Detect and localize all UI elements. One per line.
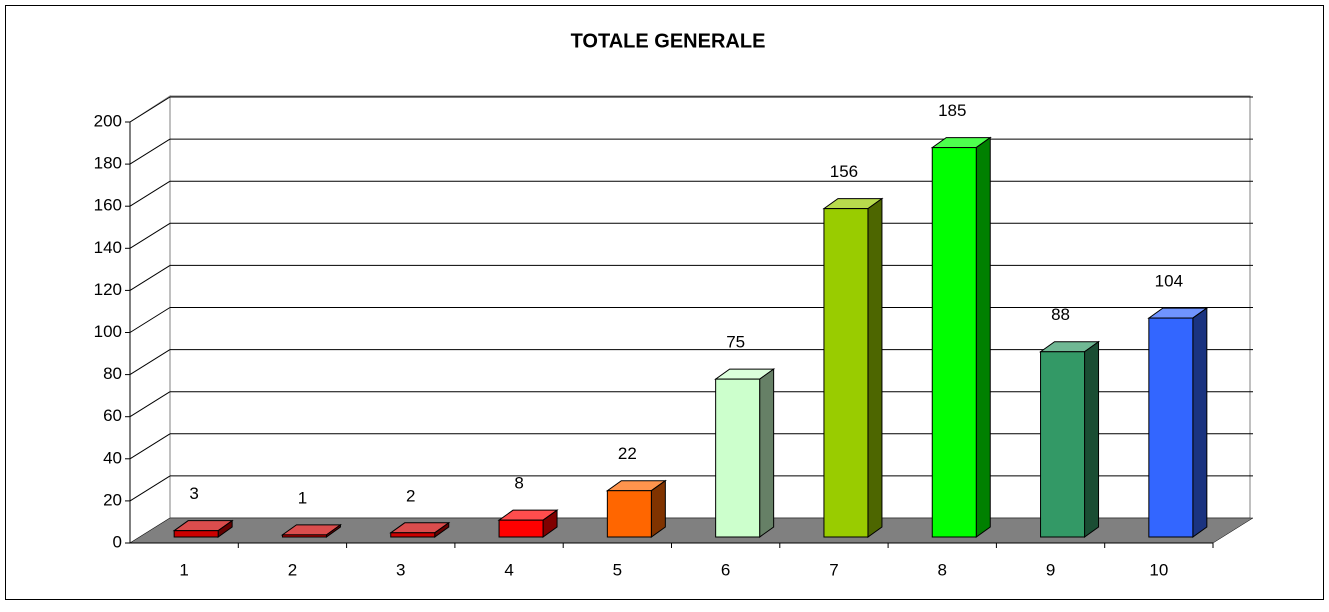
x-tick-label: 5: [613, 560, 622, 579]
bar: [1148, 317, 1194, 538]
grid-line: [129, 307, 171, 333]
y-tick-label: 0: [113, 532, 122, 551]
x-tick-label: 2: [288, 560, 297, 579]
data-label: 104: [1155, 272, 1183, 291]
grid-line: [129, 349, 171, 376]
x-tick-label: 1: [179, 560, 188, 579]
bar: [1040, 351, 1086, 538]
y-tick-label: 60: [103, 406, 122, 425]
grid-line: [129, 96, 171, 123]
bar-side: [759, 368, 775, 538]
bar-side: [1084, 340, 1100, 538]
grid-line: [129, 180, 171, 207]
grid-line: [129, 222, 171, 249]
x-tick-label: 4: [504, 560, 513, 579]
data-label: 3: [189, 484, 198, 503]
data-label: 156: [830, 162, 858, 181]
x-tick-label: 7: [829, 560, 838, 579]
data-label: 1: [298, 488, 307, 507]
y-tick-label: 160: [94, 196, 122, 215]
bar: [173, 530, 219, 538]
grid-line: [129, 391, 171, 418]
bar: [281, 534, 327, 538]
grid-line: [129, 475, 171, 502]
y-tick-label: 20: [103, 490, 122, 509]
y-tick-label: 100: [94, 322, 122, 341]
bar: [498, 519, 544, 538]
data-label: 2: [406, 486, 415, 505]
chart-title: TOTALE GENERALE: [571, 30, 766, 52]
data-label: 8: [514, 474, 523, 493]
data-label: 88: [1051, 305, 1070, 324]
x-tick-label: 9: [1046, 560, 1055, 579]
data-label: 185: [938, 101, 966, 120]
y-tick-label: 200: [94, 111, 122, 130]
bar: [715, 378, 761, 538]
data-label: 22: [618, 444, 637, 463]
grid-line: [129, 433, 171, 460]
grid-line: [129, 264, 171, 291]
bar: [931, 147, 977, 538]
bar-side: [975, 136, 991, 538]
bar: [823, 208, 869, 538]
x-tick-label: 10: [1149, 560, 1168, 579]
bar-side: [1192, 307, 1208, 538]
y-tick-label: 120: [94, 280, 122, 299]
bar: [390, 532, 436, 538]
grid-line: [129, 138, 171, 165]
bar-side: [650, 479, 666, 538]
x-tick-label: 8: [938, 560, 947, 579]
bar-side: [867, 197, 883, 538]
bar: [606, 490, 652, 538]
x-tick-label: 6: [721, 560, 730, 579]
y-tick-label: 80: [103, 364, 122, 383]
x-tick-label: 3: [396, 560, 405, 579]
y-tick-label: 140: [94, 238, 122, 257]
data-label: 75: [726, 333, 745, 352]
y-tick-label: 40: [103, 448, 122, 467]
y-tick-label: 180: [94, 154, 122, 173]
